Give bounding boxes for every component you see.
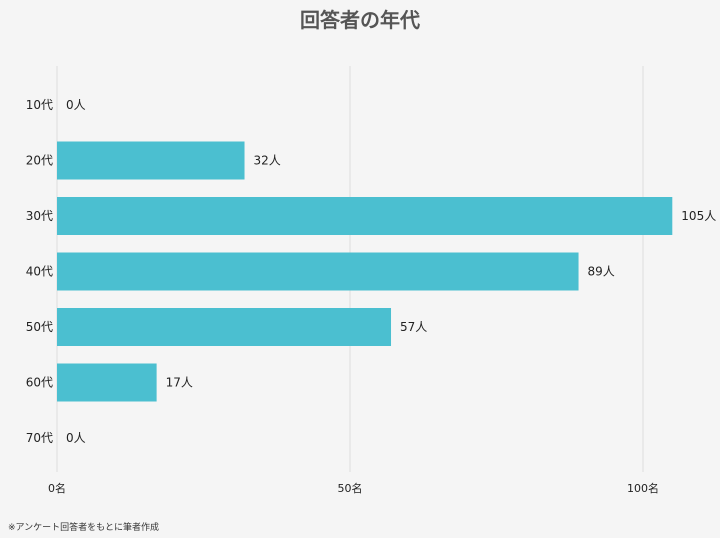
x-tick-label: 100名 bbox=[627, 481, 659, 495]
x-tick-label: 50名 bbox=[338, 481, 363, 495]
value-label: 57人 bbox=[400, 320, 427, 334]
bar bbox=[57, 252, 579, 291]
value-label: 0人 bbox=[66, 431, 86, 445]
value-label: 89人 bbox=[588, 265, 615, 279]
category-label: 40代 bbox=[26, 265, 53, 279]
value-label: 17人 bbox=[166, 376, 193, 390]
category-label: 10代 bbox=[26, 98, 53, 112]
category-label: 50代 bbox=[26, 320, 53, 334]
category-label: 70代 bbox=[26, 431, 53, 445]
value-label: 32人 bbox=[254, 154, 281, 168]
value-label: 105人 bbox=[681, 209, 716, 223]
footnote: ※アンケート回答者をもとに筆者作成 bbox=[8, 523, 160, 533]
bar bbox=[57, 141, 245, 180]
category-label: 30代 bbox=[26, 209, 53, 223]
chart-title: 回答者の年代 bbox=[300, 8, 420, 32]
x-tick-label: 0名 bbox=[48, 481, 66, 495]
category-label: 20代 bbox=[26, 154, 53, 168]
labels: 0名 50名 100名 10代 0人 20代 32人 30代 105人 40代 89人 50代 57人 6… bbox=[26, 98, 716, 495]
bar bbox=[57, 197, 673, 235]
bar bbox=[57, 363, 157, 402]
bar bbox=[57, 308, 392, 346]
bars bbox=[57, 141, 673, 402]
category-label: 60代 bbox=[26, 376, 53, 390]
value-label: 0人 bbox=[66, 98, 86, 112]
